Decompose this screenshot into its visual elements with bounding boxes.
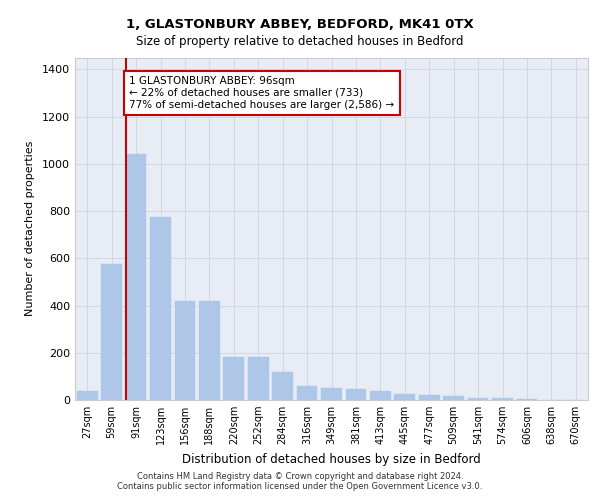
- Bar: [272, 372, 293, 400]
- Text: Contains public sector information licensed under the Open Government Licence v3: Contains public sector information licen…: [118, 482, 482, 491]
- Bar: [467, 398, 488, 400]
- Bar: [125, 154, 146, 400]
- Bar: [223, 358, 244, 400]
- Bar: [150, 217, 171, 400]
- Bar: [346, 390, 367, 400]
- X-axis label: Distribution of detached houses by size in Bedford: Distribution of detached houses by size …: [182, 452, 481, 466]
- Bar: [492, 398, 513, 400]
- Bar: [175, 301, 196, 400]
- Bar: [517, 399, 538, 400]
- Text: 1 GLASTONBURY ABBEY: 96sqm
← 22% of detached houses are smaller (733)
77% of sem: 1 GLASTONBURY ABBEY: 96sqm ← 22% of deta…: [130, 76, 394, 110]
- Bar: [248, 358, 269, 400]
- Bar: [296, 386, 317, 400]
- Bar: [370, 390, 391, 400]
- Bar: [199, 301, 220, 400]
- Text: 1, GLASTONBURY ABBEY, BEDFORD, MK41 0TX: 1, GLASTONBURY ABBEY, BEDFORD, MK41 0TX: [126, 18, 474, 30]
- Y-axis label: Number of detached properties: Number of detached properties: [25, 141, 35, 316]
- Text: Contains HM Land Registry data © Crown copyright and database right 2024.: Contains HM Land Registry data © Crown c…: [137, 472, 463, 481]
- Text: Size of property relative to detached houses in Bedford: Size of property relative to detached ho…: [136, 35, 464, 48]
- Bar: [419, 396, 440, 400]
- Bar: [321, 388, 342, 400]
- Bar: [101, 264, 122, 400]
- Bar: [394, 394, 415, 400]
- Bar: [77, 390, 98, 400]
- Bar: [443, 396, 464, 400]
